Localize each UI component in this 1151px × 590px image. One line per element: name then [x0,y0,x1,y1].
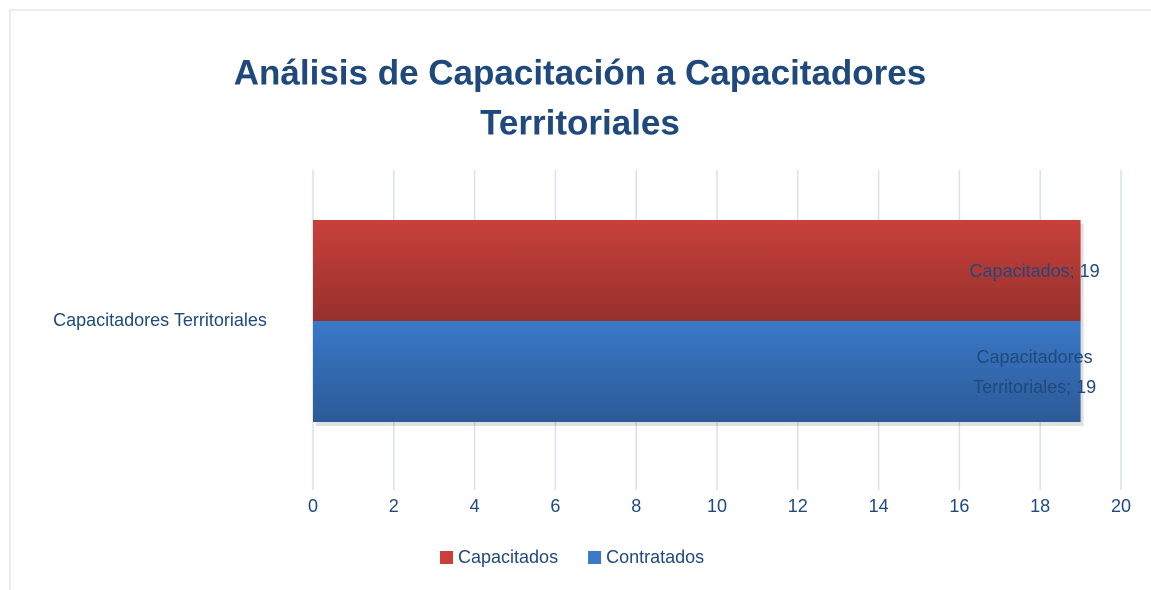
x-tick-label: 14 [869,496,889,516]
x-tick-label: 4 [470,496,480,516]
chart-frame [9,9,1151,590]
chart-title: Análisis de Capacitación a Capacitadores [234,53,926,92]
x-tick-label: 10 [707,496,727,516]
x-tick-label: 16 [949,496,969,516]
x-tick-label: 18 [1030,496,1050,516]
x-tick-label: 12 [788,496,808,516]
legend-label: Contratados [606,547,704,567]
x-tick-label: 8 [631,496,641,516]
legend-swatch [440,551,453,564]
data-label-box: Capacitadores Territoriales; 19 [973,346,1097,397]
y-tick-label: Capacitadores Territoriales [53,310,267,330]
legend-label: Capacitados [458,547,558,567]
data-label: Capacitados; 19 [969,260,1100,281]
x-tick-label: 0 [308,496,318,516]
x-tick-label: 2 [389,496,399,516]
data-label: Capacitadores Territoriales; 19 [973,346,1097,397]
x-tick-label: 6 [550,496,560,516]
chart-title: Territoriales [480,103,680,142]
bar-shade [313,321,1081,422]
bar-shade [313,220,1081,321]
x-tick-label: 20 [1111,496,1131,516]
data-label-box: Capacitados; 19 [969,260,1100,281]
legend-swatch [588,551,602,564]
